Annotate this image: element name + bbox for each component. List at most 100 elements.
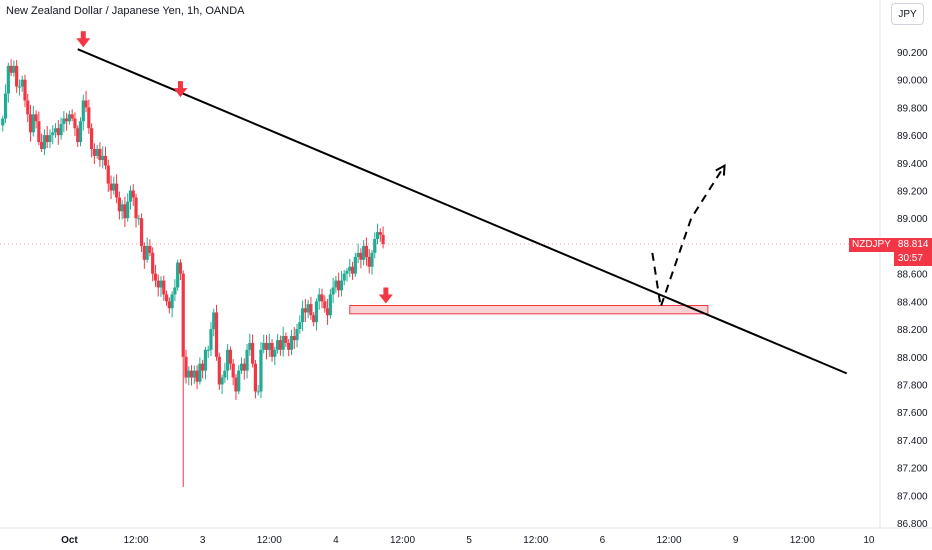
candle-body	[317, 294, 321, 302]
candle	[289, 329, 294, 356]
candle-body	[295, 329, 299, 341]
candle-body	[201, 363, 205, 371]
candle	[267, 333, 271, 357]
candle	[381, 226, 385, 249]
candle	[23, 74, 27, 108]
x-tick-label: 3	[200, 535, 206, 546]
candle-body	[139, 218, 144, 246]
candle	[300, 300, 305, 332]
y-tick-label: 87.400	[897, 436, 928, 447]
candle-body	[245, 349, 249, 371]
candle	[42, 129, 47, 156]
candle-body	[20, 79, 24, 87]
candle	[223, 362, 227, 383]
candle	[359, 248, 363, 269]
candle	[137, 214, 141, 226]
candle	[317, 288, 321, 310]
x-tick-label: 12:00	[790, 535, 815, 546]
candle	[120, 200, 124, 220]
down-arrow-marker	[173, 81, 188, 98]
candle-body	[273, 349, 277, 357]
candle	[325, 299, 330, 325]
candle-body	[334, 280, 338, 288]
candle	[70, 109, 74, 122]
candle	[162, 275, 166, 301]
candle-body	[3, 93, 8, 119]
marker-shaft	[177, 81, 183, 90]
candle	[237, 365, 241, 395]
candle-body	[78, 121, 83, 143]
candle-body	[192, 370, 196, 378]
candle-body	[51, 132, 55, 136]
candle	[212, 308, 216, 337]
candle	[331, 277, 335, 304]
candle	[139, 213, 144, 253]
candle-body	[323, 301, 327, 309]
y-tick-label: 86.800	[897, 519, 928, 530]
y-tick-label: 89.000	[897, 214, 928, 225]
candle-body	[153, 273, 158, 281]
candle	[51, 125, 55, 145]
candle	[226, 344, 230, 381]
candle-body	[95, 148, 99, 156]
candle-body	[237, 370, 241, 392]
candle	[348, 258, 352, 277]
candle-body	[217, 356, 221, 385]
currency-button[interactable]: JPY	[891, 3, 924, 25]
candle	[284, 332, 288, 347]
marker-head	[76, 38, 91, 48]
candle-body	[48, 135, 52, 143]
candle	[159, 276, 163, 297]
candle-body	[98, 148, 102, 161]
y-tick-label: 87.600	[897, 408, 928, 419]
candle	[228, 346, 233, 370]
candle	[353, 252, 357, 277]
candle-body	[167, 301, 171, 309]
candle	[151, 247, 155, 282]
candle-body	[65, 118, 69, 122]
chart-title: New Zealand Dollar / Japanese Yen, 1h, O…	[6, 5, 245, 17]
candle-body	[284, 335, 288, 343]
candle-body	[264, 342, 269, 350]
candle-body	[353, 257, 357, 274]
candle	[56, 120, 60, 145]
candle-body	[320, 294, 324, 302]
candle-body	[270, 342, 274, 357]
candle	[53, 123, 58, 138]
resistance-zone	[349, 305, 709, 315]
x-tick-label: 6	[600, 535, 606, 546]
candle	[367, 248, 371, 274]
candle	[178, 259, 183, 280]
marker-shaft	[80, 31, 86, 40]
candle	[109, 175, 113, 200]
candle	[173, 279, 177, 302]
x-tick-label: 12:00	[124, 535, 149, 546]
candle	[40, 133, 44, 152]
candle	[337, 272, 341, 298]
candle	[15, 59, 19, 93]
candle	[90, 123, 94, 158]
candle-body	[239, 363, 244, 371]
candle-body	[40, 142, 44, 149]
x-tick-label: 12:00	[657, 535, 682, 546]
candle-body	[303, 308, 307, 313]
y-tick-label: 89.800	[897, 103, 928, 114]
candle-body	[198, 363, 202, 382]
candle	[128, 185, 133, 210]
candle-body	[212, 312, 216, 330]
candle	[192, 365, 196, 384]
x-tick-label: 12:00	[390, 535, 415, 546]
candle-body	[309, 304, 313, 316]
candle-body	[101, 155, 105, 161]
candle-body	[15, 65, 19, 87]
candle-body	[231, 363, 235, 378]
candle	[153, 264, 158, 287]
y-tick-label: 89.200	[897, 187, 928, 198]
symbol-badge: NZDJPY	[849, 238, 894, 252]
candle-body	[362, 245, 366, 260]
candle-body	[262, 342, 266, 350]
candle-body	[126, 201, 130, 219]
candle	[314, 298, 319, 331]
